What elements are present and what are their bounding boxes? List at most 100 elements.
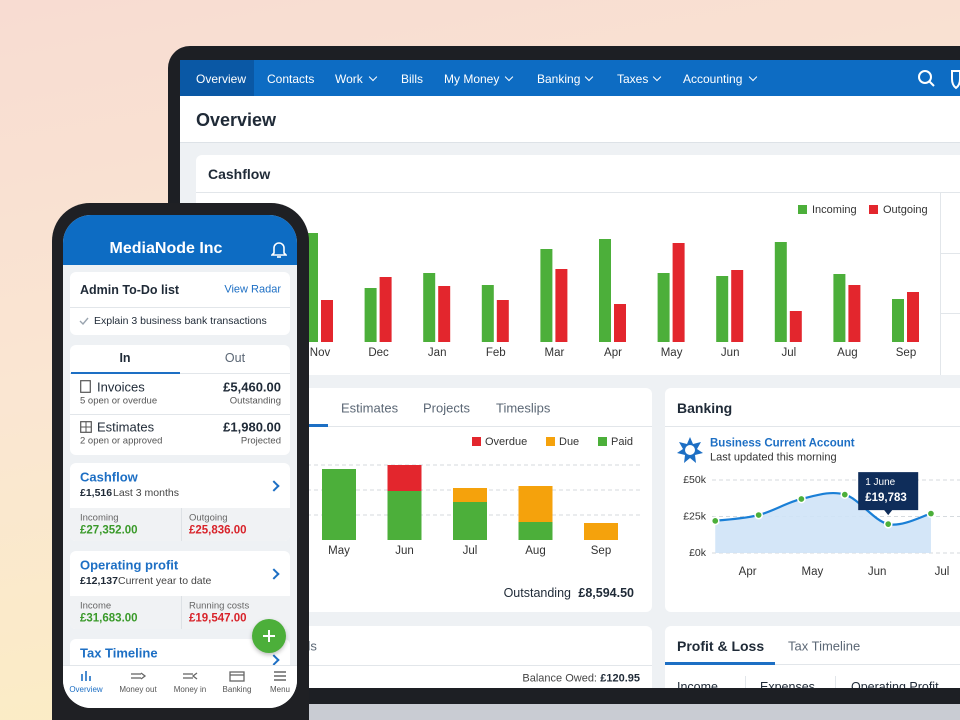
tab[interactable]: In (119, 350, 131, 365)
summary-amount: £1,516 (80, 486, 113, 499)
bottom-nav-label[interactable]: Overview (69, 685, 103, 694)
card-title: Banking (677, 400, 733, 416)
balance-label: Balance Owed: (522, 672, 597, 685)
bar (423, 273, 436, 342)
x-tick-label: Nov (310, 347, 331, 359)
row-label[interactable]: Invoices (97, 379, 145, 395)
bottom-nav-label[interactable]: Money out (119, 685, 157, 694)
invoice-icon (80, 380, 91, 393)
summary-footer (70, 596, 290, 629)
divider (941, 313, 960, 314)
summary-label: Outgoing (189, 512, 228, 524)
tab[interactable]: Profit & Loss (677, 638, 765, 654)
summary-footer (70, 508, 290, 541)
tooltip-value: £19,783 (865, 492, 907, 504)
divider (940, 192, 941, 375)
active-tab-underline (71, 372, 180, 374)
nav-item[interactable]: Banking (537, 72, 581, 86)
point (754, 510, 763, 520)
money-out-icon[interactable] (131, 672, 147, 680)
nav-item[interactable]: Accounting (683, 72, 743, 86)
summary-title: Tax Timeline (80, 645, 158, 661)
bank-icon-dot (685, 445, 695, 455)
legend-swatch (546, 437, 555, 446)
bar (731, 270, 744, 342)
x-tick-label: Mar (544, 347, 564, 359)
point (840, 490, 850, 499)
divider (196, 426, 652, 427)
active-tab-underline (290, 424, 328, 427)
shield-icon[interactable] (951, 70, 960, 90)
legend-swatch (472, 437, 481, 446)
nav-item[interactable]: Taxes (617, 72, 649, 86)
y-tick-label: £50k (683, 474, 707, 486)
nav-item[interactable]: Overview (196, 72, 247, 86)
nav-item[interactable]: My Money (444, 72, 500, 86)
legend-swatch (869, 205, 878, 214)
x-tick-label: Jan (428, 347, 447, 359)
tab[interactable]: Timeslips (496, 400, 551, 416)
point (883, 519, 893, 529)
todo-item[interactable]: Explain 3 business bank transactions (94, 314, 267, 327)
row-label[interactable]: Estimates (97, 419, 155, 435)
legend-swatch (598, 437, 607, 446)
menu-icon[interactable] (274, 671, 286, 681)
bar (438, 286, 451, 342)
x-tick-label: Jul (935, 566, 950, 578)
nav-item[interactable]: Bills (401, 72, 424, 86)
summary-label: Incoming (80, 512, 119, 524)
bar (892, 299, 904, 342)
summary-title: Cashflow (80, 469, 138, 485)
y-tick-label: £25k (683, 510, 707, 522)
account-name[interactable]: Business Current Account (710, 437, 855, 450)
bar (614, 304, 626, 342)
bar (540, 249, 553, 342)
bar (321, 300, 333, 342)
nav-icons[interactable] (916, 68, 960, 90)
nav-item[interactable]: Work (335, 72, 363, 86)
x-tick-label: Aug (525, 545, 545, 557)
tooltip-title: 1 June (865, 477, 895, 488)
money-in-icon[interactable] (183, 672, 198, 680)
bottom-nav-label[interactable]: Banking (222, 685, 252, 694)
overview-icon[interactable] (81, 671, 91, 681)
bar-segment (518, 522, 553, 540)
bell-icon[interactable] (271, 240, 287, 258)
bar (306, 233, 318, 342)
x-tick-label: Apr (604, 347, 622, 359)
bottom-nav-label[interactable]: Money in (173, 685, 207, 694)
x-tick-label: May (328, 545, 350, 557)
search-icon[interactable] (918, 70, 932, 84)
bar-segment (453, 488, 487, 502)
banking-icon[interactable] (229, 671, 245, 682)
column-header: Operating Profit (851, 679, 939, 694)
x-tick-label: Dec (368, 347, 389, 359)
x-tick-label: Jun (721, 347, 740, 359)
tab[interactable]: Estimates (341, 400, 399, 416)
row-note: Projected (240, 435, 281, 447)
bar-segment (518, 486, 553, 522)
nav-item[interactable]: Contacts (267, 72, 315, 86)
divider (70, 307, 290, 308)
legend-swatch (798, 205, 807, 214)
card-title: Cashflow (208, 166, 271, 182)
summary-amount: £12,137 (80, 574, 118, 587)
tab[interactable]: Tax Timeline (788, 638, 861, 654)
check-mark (79, 317, 89, 325)
bottom-nav-label[interactable]: Menu (269, 685, 291, 694)
todo-link[interactable]: View Radar (224, 283, 281, 296)
invoices-chart: May Jun Jul Aug Sep Overdue Due Paid (300, 436, 640, 557)
tab[interactable]: Projects (423, 400, 470, 416)
row-sub: 2 open or approved (80, 435, 163, 447)
legend-label: Paid (611, 436, 633, 448)
area-fill (715, 493, 931, 553)
bar (789, 311, 802, 342)
top-nav (180, 60, 960, 96)
nav-active (180, 60, 254, 96)
bar (364, 288, 377, 342)
bar (379, 277, 392, 342)
phone-header (63, 215, 297, 265)
tab[interactable]: Out (224, 350, 246, 365)
